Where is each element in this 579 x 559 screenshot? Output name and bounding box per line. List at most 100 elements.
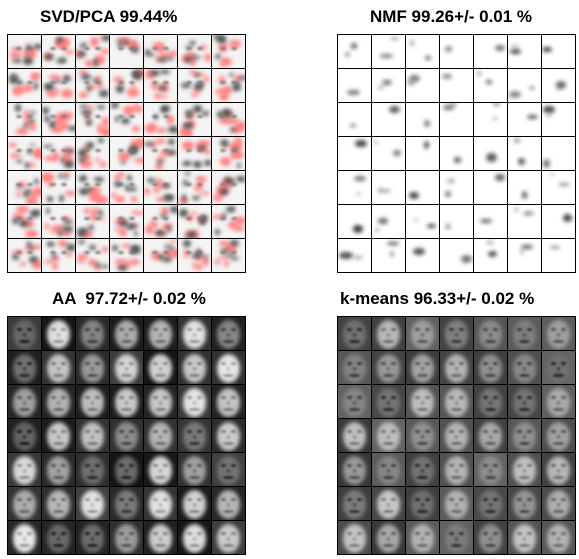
basis-image xyxy=(42,453,75,486)
basis-image xyxy=(440,35,473,68)
basis-image xyxy=(338,69,371,102)
basis-image xyxy=(508,137,541,170)
basis-image xyxy=(440,351,473,384)
basis-image xyxy=(474,385,507,418)
basis-image xyxy=(338,103,371,136)
basis-image xyxy=(542,453,575,486)
basis-image xyxy=(440,487,473,520)
basis-image xyxy=(212,35,245,68)
basis-image xyxy=(8,171,41,204)
basis-image xyxy=(76,419,109,452)
basis-image xyxy=(144,137,177,170)
basis-image xyxy=(144,521,177,554)
basis-image xyxy=(42,103,75,136)
basis-image xyxy=(508,521,541,554)
basis-image xyxy=(42,521,75,554)
basis-image xyxy=(212,351,245,384)
basis-image xyxy=(212,419,245,452)
basis-image xyxy=(372,239,405,272)
basis-image xyxy=(474,205,507,238)
basis-image xyxy=(212,317,245,350)
basis-image xyxy=(110,137,143,170)
basis-image xyxy=(8,419,41,452)
basis-image xyxy=(212,171,245,204)
basis-image xyxy=(144,205,177,238)
basis-image xyxy=(474,35,507,68)
basis-image xyxy=(338,487,371,520)
basis-image xyxy=(212,137,245,170)
basis-image xyxy=(76,487,109,520)
basis-image xyxy=(144,239,177,272)
basis-image xyxy=(440,69,473,102)
basis-image xyxy=(8,103,41,136)
basis-image xyxy=(178,521,211,554)
basis-image xyxy=(110,385,143,418)
basis-image xyxy=(474,521,507,554)
basis-image xyxy=(178,351,211,384)
basis-image xyxy=(144,385,177,418)
basis-image xyxy=(474,487,507,520)
basis-image xyxy=(144,351,177,384)
basis-image xyxy=(110,69,143,102)
basis-image xyxy=(372,171,405,204)
basis-image xyxy=(42,239,75,272)
basis-image xyxy=(508,385,541,418)
basis-image xyxy=(406,317,439,350)
basis-image xyxy=(178,137,211,170)
basis-image xyxy=(440,137,473,170)
basis-image xyxy=(8,487,41,520)
basis-image xyxy=(8,35,41,68)
basis-image xyxy=(508,35,541,68)
basis-image xyxy=(8,69,41,102)
basis-image xyxy=(212,239,245,272)
basis-image xyxy=(76,239,109,272)
basis-image xyxy=(372,521,405,554)
basis-image xyxy=(474,69,507,102)
basis-image xyxy=(76,69,109,102)
basis-image xyxy=(76,137,109,170)
basis-image xyxy=(406,487,439,520)
basis-image xyxy=(508,419,541,452)
basis-image xyxy=(42,487,75,520)
basis-image xyxy=(338,317,371,350)
basis-image xyxy=(508,453,541,486)
basis-image xyxy=(110,487,143,520)
basis-image xyxy=(76,453,109,486)
basis-image xyxy=(474,103,507,136)
basis-image xyxy=(406,137,439,170)
basis-image xyxy=(372,351,405,384)
basis-image xyxy=(212,205,245,238)
basis-image xyxy=(178,69,211,102)
basis-image xyxy=(542,171,575,204)
basis-image xyxy=(474,171,507,204)
basis-image xyxy=(144,487,177,520)
basis-image xyxy=(178,239,211,272)
basis-image xyxy=(440,239,473,272)
basis-image xyxy=(110,419,143,452)
basis-image xyxy=(372,453,405,486)
kmeans-basis-grid xyxy=(337,316,576,555)
basis-image xyxy=(508,69,541,102)
basis-image xyxy=(8,521,41,554)
basis-image xyxy=(542,35,575,68)
basis-image xyxy=(212,103,245,136)
basis-image xyxy=(110,521,143,554)
basis-image xyxy=(212,385,245,418)
basis-image xyxy=(8,239,41,272)
basis-image xyxy=(110,35,143,68)
basis-image xyxy=(440,521,473,554)
basis-image xyxy=(406,453,439,486)
basis-image xyxy=(42,69,75,102)
basis-image xyxy=(338,171,371,204)
basis-image xyxy=(372,419,405,452)
basis-image xyxy=(542,487,575,520)
basis-image xyxy=(406,419,439,452)
basis-image xyxy=(542,239,575,272)
basis-image xyxy=(406,35,439,68)
basis-image xyxy=(474,453,507,486)
basis-image xyxy=(178,205,211,238)
basis-image xyxy=(110,239,143,272)
basis-image xyxy=(42,35,75,68)
basis-image xyxy=(440,171,473,204)
basis-image xyxy=(440,205,473,238)
